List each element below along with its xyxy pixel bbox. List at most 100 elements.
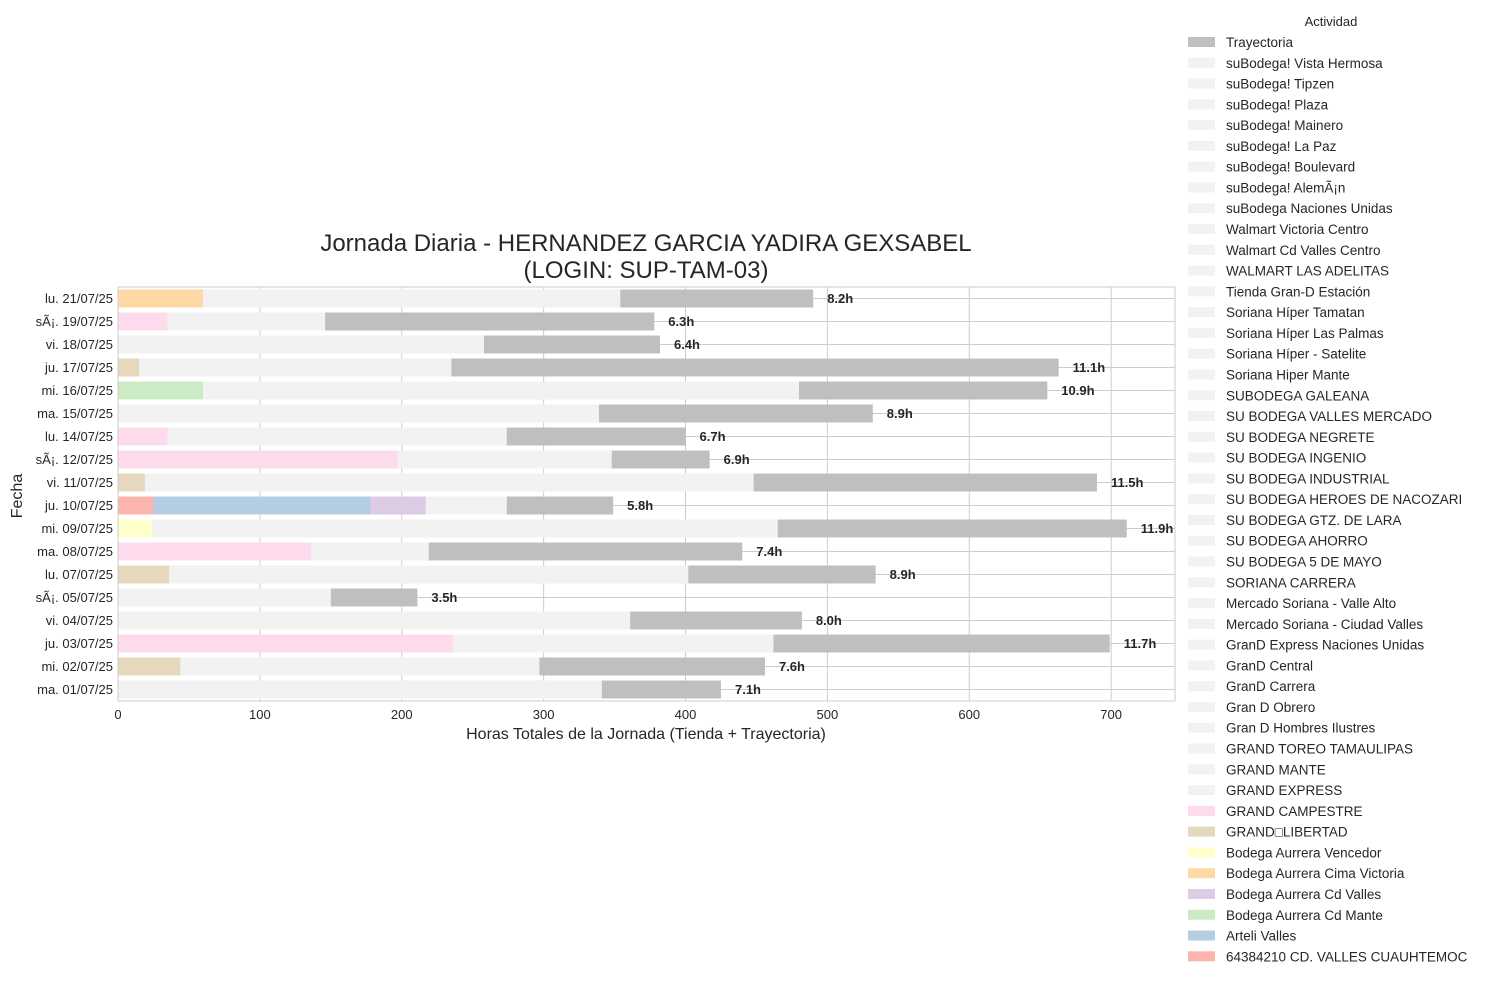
legend-label: suBodega! Boulevard xyxy=(1226,160,1355,175)
legend-label: Walmart Cd Valles Centro xyxy=(1226,243,1381,258)
legend-label: Gran D Hombres Ilustres xyxy=(1226,721,1376,736)
legend-label: Bodega Aurrera Vencedor xyxy=(1226,845,1382,860)
legend-label: suBodega! AlemÃ¡n xyxy=(1226,180,1345,195)
legend-swatch xyxy=(1188,598,1215,609)
legend-swatch xyxy=(1188,57,1215,68)
bar-segment xyxy=(428,542,743,561)
bar-segment xyxy=(484,335,660,354)
y-tick-label: ju. 17/07/25 xyxy=(44,360,113,375)
y-tick-label: vi. 18/07/25 xyxy=(46,337,113,352)
legend-label: SU BODEGA VALLES MERCADO xyxy=(1226,409,1432,424)
y-tick-label: mi. 16/07/25 xyxy=(41,383,113,398)
legend-label: suBodega! Tipzen xyxy=(1226,77,1334,92)
legend-label: Soriana Híper Tamatan xyxy=(1226,305,1365,320)
legend-swatch xyxy=(1188,639,1215,650)
legend-label: Trayectoria xyxy=(1226,35,1294,50)
bar-segment xyxy=(203,289,621,308)
bar-total-label: 6.3h xyxy=(668,314,694,329)
bar-segment xyxy=(203,381,800,400)
x-tick-label: 600 xyxy=(958,707,980,722)
legend-label: Bodega Aurrera Cd Mante xyxy=(1226,908,1383,923)
legend-swatch xyxy=(1188,951,1215,962)
legend-label: SUBODEGA GALEANA xyxy=(1226,388,1369,403)
bar-segment xyxy=(167,312,326,331)
bar-segment xyxy=(799,381,1048,400)
legend-swatch xyxy=(1188,805,1215,816)
bar-segment xyxy=(118,427,168,446)
bar-segment xyxy=(169,565,689,584)
legend-swatch xyxy=(1188,78,1215,89)
bar-segment xyxy=(330,588,418,607)
legend-swatch xyxy=(1188,785,1215,796)
bar-segment xyxy=(773,634,1110,653)
legend-label: suBodega! Mainero xyxy=(1226,118,1343,133)
bar-segment xyxy=(118,473,145,492)
legend-label: GRAND MANTE xyxy=(1226,762,1326,777)
legend-swatch xyxy=(1188,722,1215,733)
legend-swatch xyxy=(1188,535,1215,546)
bar-segment xyxy=(370,496,426,515)
legend-swatch xyxy=(1188,660,1215,671)
x-axis-label: Horas Totales de la Jornada (Tienda + Tr… xyxy=(466,726,826,743)
legend-swatch xyxy=(1188,701,1215,712)
legend-label: GranD Carrera xyxy=(1226,679,1316,694)
bars-group xyxy=(118,289,1127,699)
bar-segment xyxy=(630,611,802,630)
bar-segment xyxy=(397,450,612,469)
bar-total-label: 6.9h xyxy=(724,452,750,467)
bar-segment xyxy=(118,289,204,308)
bar-segment xyxy=(167,427,507,446)
y-axis-label: Fecha xyxy=(9,474,26,519)
legend-swatch xyxy=(1188,327,1215,338)
bar-total-label: 8.2h xyxy=(827,291,853,306)
bar-segment xyxy=(506,496,614,515)
legend-label: suBodega! Vista Hermosa xyxy=(1226,56,1383,71)
y-tick-label: ma. 08/07/25 xyxy=(37,544,113,559)
bar-segment xyxy=(598,404,873,423)
legend-swatch xyxy=(1188,307,1215,318)
bar-total-label: 8.9h xyxy=(890,567,916,582)
bar-segment xyxy=(153,496,371,515)
total-labels-group: 8.2h 6.3h 6.4h 11.1h 10.9h 8.9h 6.7h 6.9h 11.5h 5… xyxy=(431,291,1173,697)
legend-label: suBodega! La Paz xyxy=(1226,139,1337,154)
legend-label: Mercado Soriana - Valle Alto xyxy=(1226,596,1396,611)
legend-swatch xyxy=(1188,37,1215,47)
bar-segment xyxy=(118,588,331,607)
bar-segment xyxy=(118,358,140,377)
legend-swatch xyxy=(1188,494,1215,505)
y-tick-label: ju. 03/07/25 xyxy=(44,636,113,651)
legend-swatch xyxy=(1188,847,1215,858)
bar-segment xyxy=(611,450,710,469)
bar-segment xyxy=(118,381,204,400)
y-tick-label: lu. 07/07/25 xyxy=(45,567,113,582)
bar-segment xyxy=(620,289,814,308)
legend-swatch xyxy=(1188,618,1215,629)
legend-swatch xyxy=(1188,681,1215,692)
bar-segment xyxy=(452,634,774,653)
y-tick-labels: lu. 21/07/25 sÃ¡. 19/07/25 vi. 18/07/25 ju.… xyxy=(36,291,113,697)
bar-segment xyxy=(118,450,398,469)
bar-segment xyxy=(118,496,154,515)
y-tick-label: ju. 10/07/25 xyxy=(44,498,113,513)
legend-label: Walmart Victoria Centro xyxy=(1226,222,1369,237)
legend-label: GRAND□LIBERTAD xyxy=(1226,825,1348,840)
plot-frame xyxy=(117,286,1176,702)
legend-label: SORIANA CARRERA xyxy=(1226,575,1356,590)
legend-swatch xyxy=(1188,369,1215,380)
legend-label: Mercado Soriana - Ciudad Valles xyxy=(1226,617,1423,632)
legend-swatch xyxy=(1188,224,1215,235)
legend-label: SU BODEGA INGENIO xyxy=(1226,451,1366,466)
bar-segment xyxy=(118,312,168,331)
legend-label: SU BODEGA 5 DE MAYO xyxy=(1226,555,1382,570)
legend-swatch xyxy=(1188,556,1215,567)
y-tick-label: sÃ¡. 05/07/25 xyxy=(36,590,113,605)
bar-total-label: 7.6h xyxy=(779,659,805,674)
legend-label: Bodega Aurrera Cima Victoria xyxy=(1226,866,1405,881)
bar-segment xyxy=(688,565,876,584)
y-tick-label: lu. 14/07/25 xyxy=(45,429,113,444)
bar-segment xyxy=(118,542,311,561)
bar-segment xyxy=(118,680,602,699)
bar-total-label: 11.5h xyxy=(1111,475,1144,490)
bar-segment xyxy=(539,657,765,676)
bar-segment xyxy=(152,519,778,538)
